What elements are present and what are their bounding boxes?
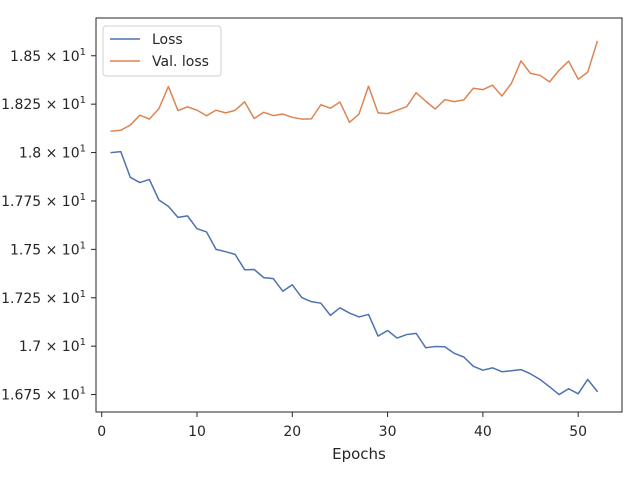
x-tick-label: 50 [569, 424, 587, 440]
y-tick-label: 1.75 × 101 [10, 240, 86, 258]
y-tick-label: 1.7 × 101 [19, 337, 86, 355]
x-axis-label: Epochs [332, 445, 386, 463]
series-line-0 [110, 150, 599, 396]
y-tick-label: 1.8 × 101 [19, 144, 86, 162]
y-axis: 1.675 × 101 1.7 × 101 1.725 × 101 1.75 × 10… [1, 47, 96, 404]
y-tick-label: 1.775 × 101 [1, 192, 86, 210]
y-tick-label: 1.825 × 101 [1, 95, 86, 113]
y-tick-label: 1.675 × 101 [1, 386, 86, 404]
x-axis: 0 10 20 30 40 50 [97, 412, 587, 440]
plot-frame [95, 17, 623, 413]
y-tick-label: 1.85 × 101 [10, 47, 86, 65]
legend-label-0: Loss [152, 32, 183, 48]
x-tick-label: 40 [474, 424, 492, 440]
y-tick-label: 1.725 × 101 [1, 289, 86, 307]
x-tick-label: 20 [283, 424, 301, 440]
legend-label-1: Val. loss [152, 54, 209, 70]
series-line-1 [110, 40, 599, 132]
x-tick-label: 10 [188, 424, 206, 440]
x-tick-label: 0 [97, 424, 106, 440]
series-layer [110, 40, 599, 396]
legend: Loss Val. loss [102, 25, 222, 77]
x-tick-label: 30 [379, 424, 397, 440]
